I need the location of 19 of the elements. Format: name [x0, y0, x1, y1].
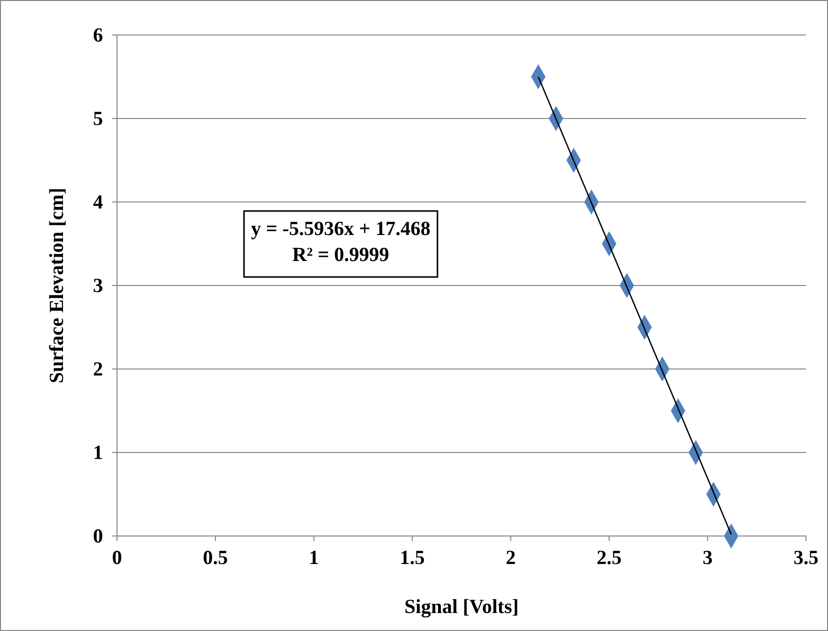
x-axis-title: Signal [Volts]	[404, 596, 519, 618]
annotation: y = -5.5936x + 17.468	[251, 218, 430, 240]
x-tick-label: 1	[308, 547, 319, 569]
x-tick-label: 0.5	[202, 547, 228, 569]
y-tick-label: 6	[93, 24, 103, 46]
x-tick-label: 0	[112, 547, 122, 569]
y-tick-label: 4	[93, 191, 103, 214]
annotation: R² = 0.9999	[292, 244, 390, 266]
x-tick-label: 3.5	[794, 547, 818, 569]
y-tick-label: 0	[93, 525, 103, 548]
x-tick-label: 3	[702, 547, 713, 569]
x-tick-label: 2.5	[596, 547, 622, 569]
x-tick-label: 1.5	[400, 547, 425, 569]
y-tick-label: 1	[93, 442, 103, 464]
y-axis-title: Surface Elevation [cm]	[46, 188, 68, 384]
x-tick-label: 2	[506, 547, 516, 569]
y-tick-label: 3	[93, 274, 103, 297]
y-tick-label: 5	[93, 108, 103, 130]
y-tick-label: 2	[93, 358, 103, 380]
